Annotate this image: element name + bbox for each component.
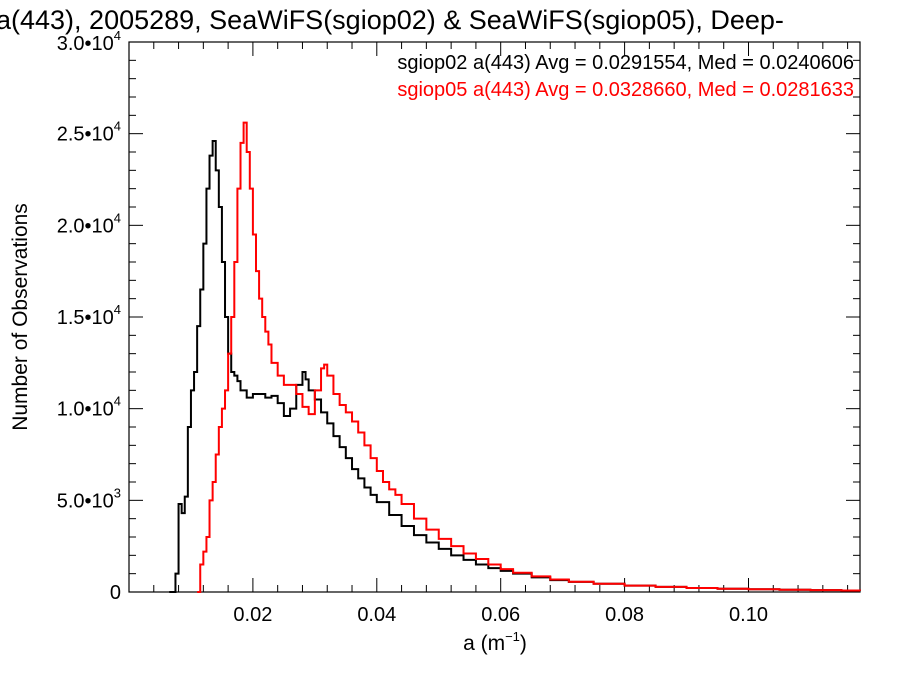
histogram-series-1 (169, 140, 861, 593)
x-tick-label: 0.02 (233, 604, 272, 626)
y-tick-label-base: 0 (110, 582, 121, 604)
y-tick-label-exponent: 4 (114, 28, 121, 43)
stats-annotation: sgiop05 a(443) Avg = 0.0328660, Med = 0.… (397, 79, 854, 101)
y-tick-label: 0 (110, 582, 121, 604)
x-axis-label-main: a (m (463, 632, 505, 655)
x-tick-label: 0.06 (481, 604, 520, 626)
x-axis-label-superscript: −1 (505, 629, 520, 644)
y-tick-label-exponent: 4 (114, 210, 121, 225)
chart-title: a(443), 2005289, SeaWiFS(sgiop02) & SeaW… (0, 5, 784, 35)
x-tick-label: 0.08 (605, 604, 644, 626)
y-tick-label: 2.0•104 (57, 210, 121, 237)
series-layer (169, 121, 861, 593)
y-tick-label: 1.0•104 (57, 394, 121, 421)
y-tick-label: 3.0•104 (57, 28, 121, 55)
y-tick-label-exponent: 4 (114, 119, 121, 134)
y-axis-ticks: 05.0•1031.0•1041.5•1042.0•1042.5•1043.0•… (57, 28, 860, 604)
y-tick-label: 1.5•104 (57, 302, 121, 329)
stats-annotation: sgiop02 a(443) Avg = 0.0291554, Med = 0.… (397, 52, 854, 74)
histogram-series-2 (197, 121, 861, 593)
y-tick-label-base: 3.0•10 (57, 33, 114, 55)
y-tick-label-base: 5.0•10 (57, 490, 114, 512)
y-tick-label-base: 1.0•10 (57, 399, 114, 421)
plot-frame (128, 41, 861, 593)
y-tick-label-exponent: 3 (114, 485, 121, 500)
y-tick-label-base: 1.5•10 (57, 307, 114, 329)
y-tick-label-base: 2.0•10 (57, 215, 114, 237)
annotation-layer: sgiop02 a(443) Avg = 0.0291554, Med = 0.… (397, 52, 854, 101)
x-axis-label-tail: ) (520, 632, 527, 655)
y-tick-label: 5.0•103 (57, 485, 121, 512)
x-tick-label: 0.10 (729, 604, 768, 626)
y-tick-label-base: 2.5•10 (57, 124, 114, 146)
x-axis-ticks: 0.02 0.04 0.06 0.08 0.10 (153, 42, 849, 626)
x-axis-label: a (m−1) (463, 629, 527, 655)
y-tick-label: 2.5•104 (57, 119, 121, 146)
y-tick-label-exponent: 4 (114, 302, 121, 317)
x-tick-label: 0.04 (357, 604, 396, 626)
y-axis-label: Number of Observations (9, 203, 32, 431)
y-tick-label-exponent: 4 (114, 394, 121, 409)
